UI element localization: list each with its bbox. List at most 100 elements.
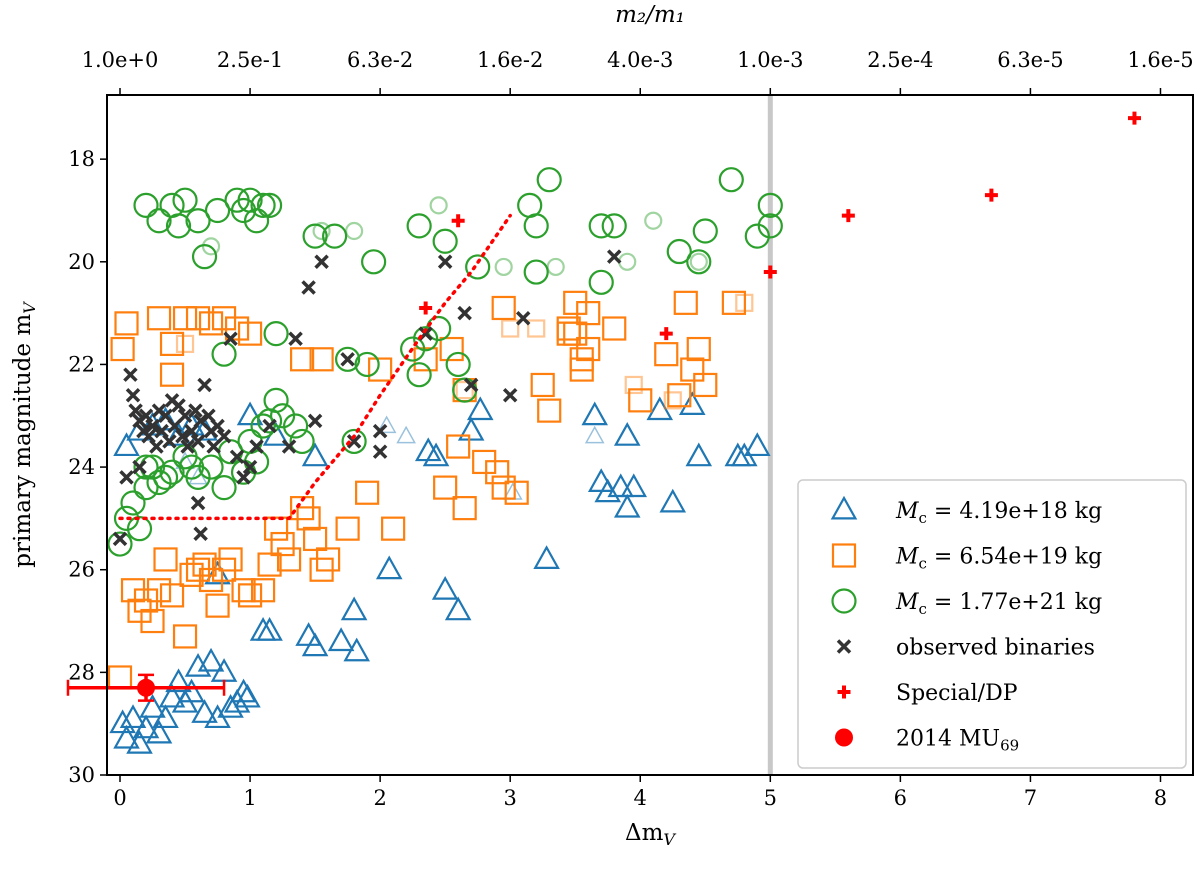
data-point [381,516,406,541]
data-point [530,372,555,398]
data-point [437,254,453,270]
legend-label-value: = 4.19e+18 kg [927,499,1102,524]
data-point [613,493,641,518]
data-point [190,495,206,511]
data-point [343,637,370,662]
y-tick-label: 26 [68,558,95,582]
data-point [302,526,328,552]
data-point [372,444,388,459]
data-point [191,699,218,723]
y-tick-label: 20 [68,250,95,274]
data-point [152,704,179,729]
legend-label-value: 2014 MU [896,727,1000,752]
legend-box [797,479,1187,769]
y-tick-label: 22 [68,352,95,376]
data-point-faded [502,482,523,500]
data-point [171,398,186,413]
data-point [123,367,138,382]
data-point [646,396,674,421]
legend-marker [836,639,852,654]
data-point [165,668,192,693]
series-1 [107,290,754,690]
data-point [211,341,237,367]
data-point [654,342,679,367]
x-tick-label: 5 [764,786,777,810]
data-point [569,347,594,372]
data-point [184,652,212,677]
data-point [224,316,250,341]
data-point [1127,111,1141,125]
data-point [242,459,258,475]
data-point [152,464,179,490]
data-point [263,516,289,541]
data-point [536,167,562,193]
axis-ticks-layer: 0 1 2 3 4 5 6 7 8 18 20 22 24 26 28 30 1.0e+0 2.5e-1 6.3e-… [68,48,1193,810]
data-point [301,632,329,657]
data-point [757,213,783,239]
data-point [602,316,627,341]
x-tick-label: 6 [894,786,907,810]
data-point [721,290,746,315]
data-point [109,709,136,734]
data-point [563,321,588,346]
data-point [465,254,491,280]
data-point [282,413,309,439]
data-point [841,209,855,223]
data-point [406,362,432,388]
top-x-tick-label: 1.6e-5 [1127,48,1193,72]
y-tick-label: 28 [68,660,95,684]
legend-label-math: M [895,590,919,615]
legend-label-math: M [895,545,919,570]
data-point [984,188,998,202]
data-point [210,418,225,434]
data-point [236,470,251,485]
x-tick-label: 3 [503,786,516,810]
legend-marker [837,685,851,699]
data-point-faded [429,196,448,215]
data-point [110,336,135,362]
data-point [537,398,562,423]
data-point [149,439,164,454]
data-point [119,470,134,485]
data-point [231,578,256,603]
data-point [216,429,232,444]
data-point-faded [663,391,682,410]
data-point [588,269,614,295]
data-point [218,547,243,572]
data-point [204,560,231,585]
model-line-layer [118,213,512,521]
data-point [237,321,263,346]
legend-label-value: = 6.54e+19 kg [927,545,1102,570]
data-point [445,351,471,378]
data-point [685,442,713,467]
top-x-tick-label: 1.0e+0 [82,48,159,72]
data-point [314,254,329,270]
legend-label-sub: c [919,555,927,573]
data-point [693,372,718,398]
top-x-axis-label: m₂/m₁ [615,2,685,28]
legend-label: Mc = 1.77e+21 kg [895,590,1102,618]
y-axis-label-main: primary magnitude m [10,314,36,568]
data-point [146,306,172,331]
data-point [132,714,160,739]
data-point [757,192,783,218]
data-point [355,480,380,505]
data-point-faded [644,211,663,230]
top-x-tick-label: 2.5e-4 [867,48,933,72]
y-axis-label: primary magnitude mV [10,301,39,568]
series-2 [107,167,783,557]
data-point [153,547,178,572]
data-point [162,434,177,449]
data-point [113,724,140,749]
legend-marker [830,495,858,520]
data-point [485,460,510,485]
legend-entry-3: observed binaries [836,636,1095,661]
data-point [159,362,185,387]
data-point [375,555,403,580]
data-point [256,192,283,218]
data-point [198,454,224,480]
data-point [523,213,549,239]
data-point [613,422,641,446]
